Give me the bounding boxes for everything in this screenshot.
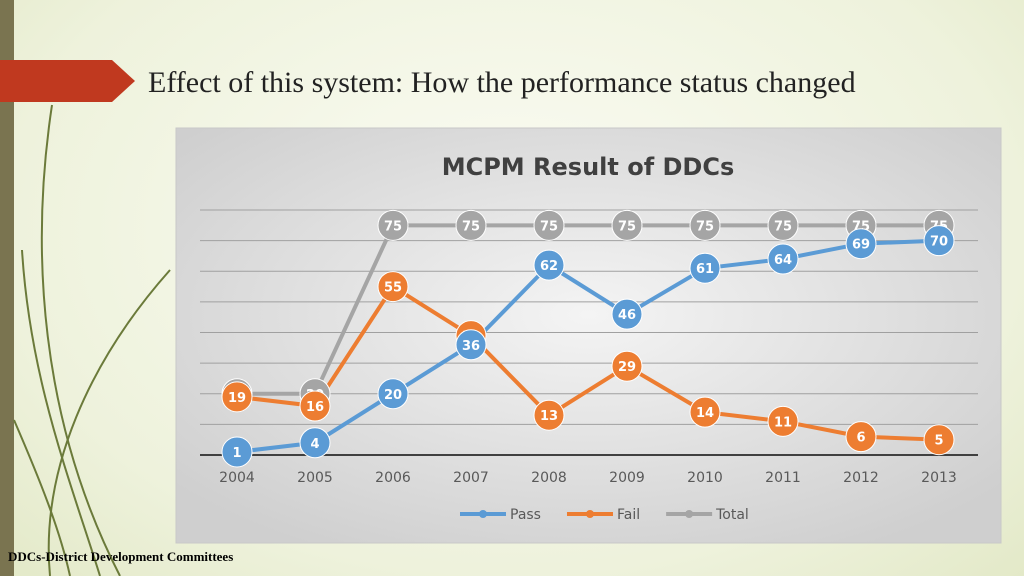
data-label: 1: [232, 446, 241, 461]
data-label: 20: [384, 388, 402, 403]
data-label: 70: [930, 235, 948, 250]
data-label: 36: [462, 339, 480, 354]
data-point: [923, 225, 955, 257]
data-label: 64: [774, 253, 792, 268]
data-label: 75: [618, 219, 636, 234]
data-label: 5: [934, 434, 943, 449]
legend-label: Total: [715, 507, 749, 523]
data-point: [767, 243, 799, 275]
grass-decoration: [13, 104, 171, 577]
data-point: [845, 228, 877, 260]
data-label: 29: [618, 360, 636, 375]
x-tick-label: 2007: [453, 470, 489, 486]
legend-marker: [479, 510, 487, 518]
data-point: [455, 209, 487, 241]
data-label: 13: [540, 409, 558, 424]
data-label: 11: [774, 415, 792, 430]
series-line: [236, 284, 940, 442]
x-tick-label: 2010: [687, 470, 723, 486]
data-label: 75: [384, 219, 402, 234]
x-tick-label: 2006: [375, 470, 411, 486]
data-label: 16: [306, 400, 324, 415]
data-point: [845, 421, 877, 453]
data-point: [689, 252, 721, 284]
data-point: [533, 249, 565, 281]
data-label: 69: [852, 238, 870, 253]
data-label: 14: [696, 406, 714, 421]
x-tick-label: 2004: [219, 470, 255, 486]
title-arrow: [0, 60, 135, 102]
data-point: [221, 436, 253, 468]
data-point: [299, 390, 331, 422]
data-label: 61: [696, 262, 714, 277]
data-point: [689, 209, 721, 241]
data-label: 75: [540, 219, 558, 234]
data-label: 4: [310, 437, 319, 452]
x-tick-label: 2009: [609, 470, 645, 486]
series-line: [237, 223, 939, 396]
data-point: [767, 209, 799, 241]
x-tick-label: 2005: [297, 470, 333, 486]
chart-area: [175, 127, 1002, 544]
slide-title: Effect of this system: How the performan…: [148, 66, 856, 99]
data-point: [533, 399, 565, 431]
data-point: [611, 350, 643, 382]
data-label: 75: [774, 219, 792, 234]
x-tick-label: 2011: [765, 470, 801, 486]
legend-label: Fail: [617, 507, 640, 523]
data-point: [611, 209, 643, 241]
data-label: 19: [228, 391, 246, 406]
plot: 2004 2005 2006 2007 2008 2009 2010 2011 2012 2013…: [200, 209, 978, 523]
series-line: [236, 238, 940, 454]
x-tick-label: 2008: [531, 470, 567, 486]
legend-marker: [685, 510, 694, 518]
chart-title: MCPM Result of DDCs: [442, 153, 735, 181]
data-label: 55: [384, 281, 402, 296]
data-point: [455, 329, 487, 361]
data-point: [767, 405, 799, 437]
data-point: [533, 209, 565, 241]
data-point: [923, 424, 955, 456]
data-label: 62: [540, 259, 558, 274]
data-point: [377, 378, 409, 410]
data-point: [221, 381, 253, 413]
legend-marker: [585, 510, 594, 518]
data-point: [377, 271, 409, 303]
x-tick-label: 2012: [843, 470, 879, 486]
data-point: [611, 298, 643, 330]
data-label: 75: [696, 219, 714, 234]
x-tick-label: 2013: [921, 470, 957, 486]
data-point: [299, 427, 331, 459]
data-label: 6: [856, 431, 865, 446]
legend-label: Pass: [510, 507, 541, 523]
side-bar: [0, 0, 14, 576]
data-point: [689, 396, 721, 428]
data-label: 46: [618, 308, 636, 323]
data-point: [377, 209, 409, 241]
data-label: 75: [462, 219, 480, 234]
footnote: DDCs-District Development Committees: [8, 549, 233, 564]
